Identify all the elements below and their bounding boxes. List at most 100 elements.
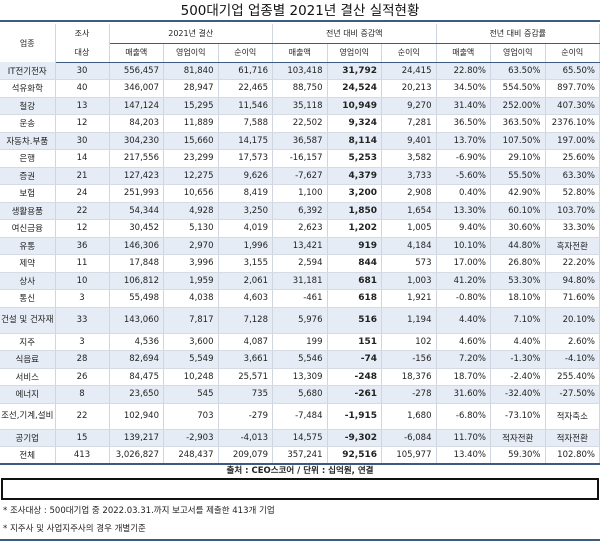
value-cell: -73.10%	[490, 403, 546, 430]
value-cell: -7,484	[272, 403, 328, 430]
value-cell: 251,993	[109, 184, 164, 203]
value-cell: 3,582	[381, 149, 437, 168]
value-cell: 5,130	[163, 219, 219, 238]
value-cell: 3,600	[163, 333, 219, 351]
value-cell: 흑자전환	[545, 237, 600, 255]
value-cell: 84,475	[109, 368, 164, 386]
value-cell: 2,623	[272, 219, 328, 238]
value-cell: 573	[381, 254, 437, 273]
value-cell: 28	[55, 350, 110, 369]
value-cell: 252.00%	[490, 97, 546, 115]
value-cell: -1.30%	[490, 350, 546, 369]
value-cell: 31,792	[327, 62, 382, 80]
value-cell: 8	[55, 385, 110, 404]
value-cell: 65.50%	[545, 62, 600, 80]
value-cell: 1,680	[381, 403, 437, 430]
value-cell: 22	[55, 202, 110, 220]
value-cell: 15,660	[163, 132, 219, 150]
value-cell: 11,546	[218, 97, 273, 115]
value-cell: 1,003	[381, 272, 437, 290]
industry-cell: 건설 및 건자재	[0, 307, 56, 334]
table-row: 은행 14 217,556 23,299 17,573 -16,157 5,253 3,582…	[0, 149, 600, 168]
value-cell: 143,060	[109, 307, 164, 334]
table-row: 전체 413 3,026,827 248,437 209,079 357,241 92,51…	[0, 446, 600, 465]
value-cell: 30	[55, 132, 110, 150]
industry-cell: IT전기전자	[0, 62, 56, 80]
value-cell: 9,401	[381, 132, 437, 150]
value-cell: 357,241	[272, 446, 328, 465]
value-cell: 102.80%	[545, 446, 600, 465]
value-cell: 13	[55, 97, 110, 115]
value-cell: 25.60%	[545, 149, 600, 168]
value-cell: 3,661	[218, 350, 273, 369]
value-cell: 53.30%	[490, 272, 546, 290]
subheader: 영업이익	[163, 43, 219, 63]
value-cell: 26	[55, 368, 110, 386]
industry-cell: 운송	[0, 114, 56, 133]
value-cell: 8,114	[327, 132, 382, 150]
value-cell: 10	[55, 272, 110, 290]
value-cell: 11	[55, 254, 110, 273]
table-row: 제약 11 17,848 3,996 3,155 2,594 844 573 17.00% 26.…	[0, 254, 600, 273]
value-cell: -6.90%	[436, 149, 491, 168]
value-cell: 151	[327, 333, 382, 351]
value-cell: -0.80%	[436, 289, 491, 308]
value-cell: 5,680	[272, 385, 328, 404]
value-cell: 703	[163, 403, 219, 430]
table-row: 생활용품 22 54,344 4,928 3,250 6,392 1,850 1,654 13.…	[0, 202, 600, 220]
value-cell: 24,524	[327, 79, 382, 98]
value-cell: 3,155	[218, 254, 273, 273]
value-cell: -2.40%	[490, 368, 546, 386]
value-cell: 17.00%	[436, 254, 491, 273]
value-cell: 44.80%	[490, 237, 546, 255]
value-cell: 554.50%	[490, 79, 546, 98]
value-cell: 4.40%	[436, 307, 491, 334]
value-cell: 33.30%	[545, 219, 600, 238]
value-cell: 102,940	[109, 403, 164, 430]
value-cell: 7,281	[381, 114, 437, 133]
value-cell: 22	[55, 403, 110, 430]
industry-cell: 상사	[0, 272, 56, 290]
value-cell: 1,005	[381, 219, 437, 238]
value-cell: 84,203	[109, 114, 164, 133]
value-cell: -4,013	[218, 429, 273, 447]
source-note: 출처 : CEO스코어 / 단위 : 십억원, 연결	[226, 466, 374, 476]
value-cell: -9,302	[327, 429, 382, 447]
value-cell: 14,175	[218, 132, 273, 150]
value-cell: 36,587	[272, 132, 328, 150]
table-row: 운송 12 84,203 11,889 7,588 22,502 9,324 7,281 36.…	[0, 114, 600, 133]
table-row: 통신 3 55,498 4,038 4,603 -461 618 1,921 -0.80% 18.…	[0, 289, 600, 308]
industry-cell: 보험	[0, 184, 56, 203]
note-holding: * 지주사 및 사업지주사의 경우 개별기준	[3, 524, 146, 534]
value-cell: 7.20%	[436, 350, 491, 369]
value-cell: 4,087	[218, 333, 273, 351]
table-row: 식음료 28 82,694 5,549 3,661 5,546 -74 -156 7.20% -1…	[0, 350, 600, 369]
value-cell: 40	[55, 79, 110, 98]
value-cell: 5,549	[163, 350, 219, 369]
value-cell: 4,536	[109, 333, 164, 351]
value-cell: 1,194	[381, 307, 437, 334]
table-row: 공기업 15 139,217 -2,903 -4,013 14,575 -9,302 -6,0…	[0, 429, 600, 447]
value-cell: 36	[55, 237, 110, 255]
value-cell: 18.70%	[436, 368, 491, 386]
subheader: 순이익	[545, 43, 600, 63]
value-cell: 1,100	[272, 184, 328, 203]
subheader: 매출액	[109, 43, 164, 63]
value-cell: 88,750	[272, 79, 328, 98]
value-cell: 9,324	[327, 114, 382, 133]
value-cell: 681	[327, 272, 382, 290]
value-cell: 304,230	[109, 132, 164, 150]
value-cell: 적자축소	[545, 403, 600, 430]
value-cell: 22,502	[272, 114, 328, 133]
value-cell: 18,376	[381, 368, 437, 386]
value-cell: 1,996	[218, 237, 273, 255]
value-cell: 59.30%	[490, 446, 546, 465]
value-cell: 13,421	[272, 237, 328, 255]
value-cell: 844	[327, 254, 382, 273]
value-cell: 1,202	[327, 219, 382, 238]
value-cell: 41.20%	[436, 272, 491, 290]
value-cell: 26.80%	[490, 254, 546, 273]
industry-cell: 전체	[0, 446, 56, 465]
value-cell: 12	[55, 219, 110, 238]
industry-cell: 증권	[0, 167, 56, 185]
